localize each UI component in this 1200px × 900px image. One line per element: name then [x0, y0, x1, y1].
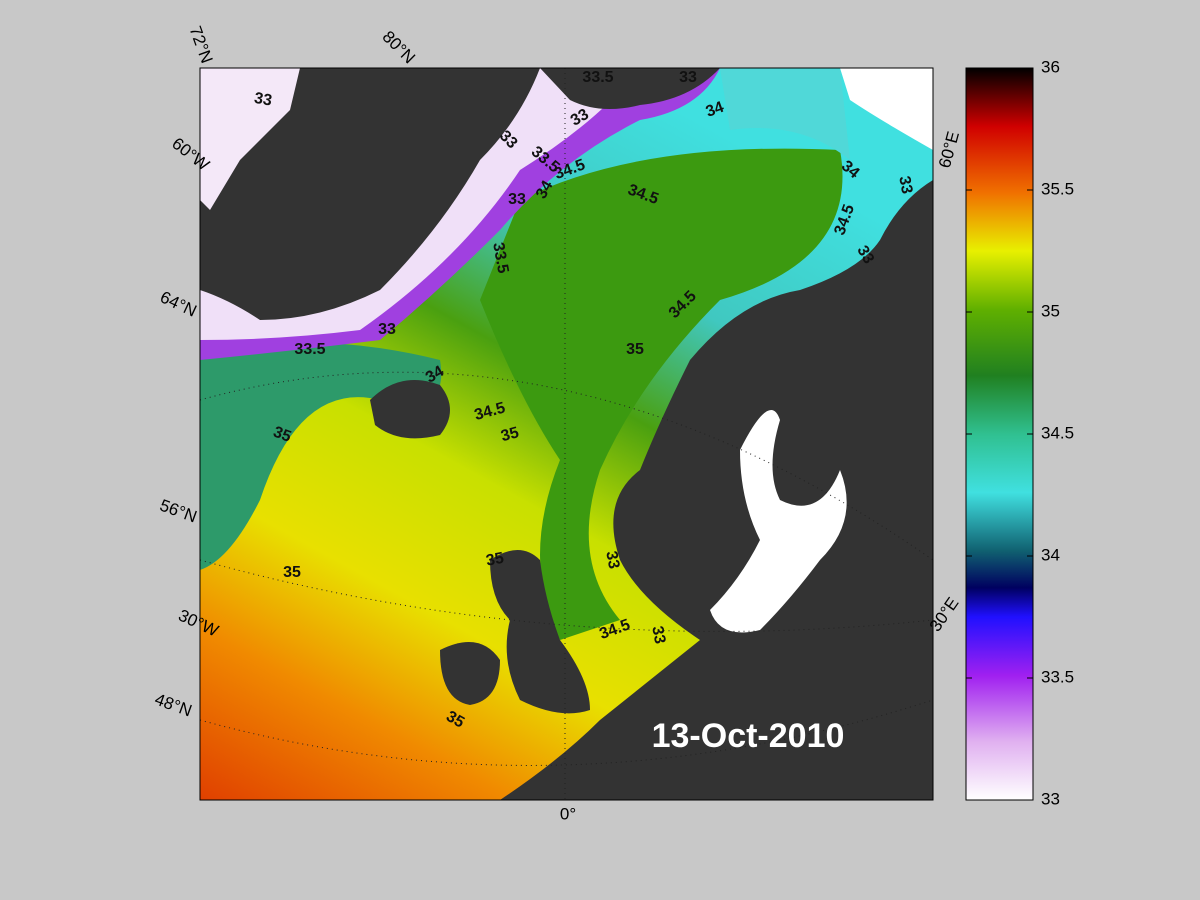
- land: [440, 642, 500, 705]
- grid-label: 0°: [560, 804, 576, 823]
- contour-label: 35: [499, 424, 521, 445]
- contour-label: 35: [283, 564, 301, 581]
- date-label: 13-Oct-2010: [652, 717, 845, 755]
- grid-label: 56°N: [157, 496, 199, 527]
- map: [200, 68, 933, 800]
- contour-label: 35: [271, 424, 294, 446]
- colorbar-tick-label: 33.5: [1041, 667, 1074, 686]
- contour-label: 34: [423, 363, 447, 387]
- contour-label: 35: [443, 708, 467, 732]
- contour-label: 33: [253, 90, 274, 110]
- grid-label: 64°N: [157, 287, 199, 320]
- ice: [200, 68, 300, 210]
- graticule: [200, 699, 933, 766]
- contour-label: 35: [485, 550, 506, 570]
- contour-label: 33.5: [294, 341, 325, 358]
- colorbar-tick-label: 36: [1041, 57, 1060, 76]
- contour-label: 33: [508, 191, 526, 208]
- grid-label: 60°E: [935, 129, 963, 170]
- graticule: [200, 371, 933, 561]
- map-frame: [199, 67, 934, 801]
- water-mass: [480, 148, 843, 641]
- contour-label: 33: [679, 69, 697, 86]
- contour-label: 33.5: [582, 69, 613, 86]
- land: [370, 380, 450, 439]
- colorbar-tick-label: 35.5: [1041, 179, 1074, 198]
- contour-label: 33: [568, 106, 592, 130]
- grid-label: 80°N: [379, 27, 419, 67]
- grid-label: 48°N: [152, 690, 194, 721]
- contour-label: 33: [648, 625, 668, 646]
- land: [200, 68, 540, 320]
- grid-label: 72°N: [186, 24, 217, 66]
- ice: [840, 68, 933, 150]
- contour-label: 34: [704, 99, 727, 121]
- land: [490, 550, 590, 714]
- contour-label: 33: [895, 175, 915, 196]
- colorbar-tick-label: 35: [1041, 301, 1060, 320]
- contour-label: 33: [378, 321, 396, 338]
- land: [500, 68, 933, 800]
- contour-label: 35: [626, 341, 644, 358]
- land: [540, 68, 720, 109]
- contour-label: 33: [602, 550, 622, 571]
- colorbar: [965, 67, 1034, 801]
- water-mass: [720, 68, 850, 160]
- sea-ice-free: [710, 410, 847, 633]
- colorbar-tick-label: 34: [1041, 545, 1060, 564]
- contour-label: 34: [533, 178, 557, 202]
- colorbar-tick-label: 34.5: [1041, 423, 1074, 442]
- colorbar-tick-label: 33: [1041, 789, 1060, 808]
- contour-label: 33: [853, 243, 877, 267]
- contour-label: 33.5: [489, 241, 511, 275]
